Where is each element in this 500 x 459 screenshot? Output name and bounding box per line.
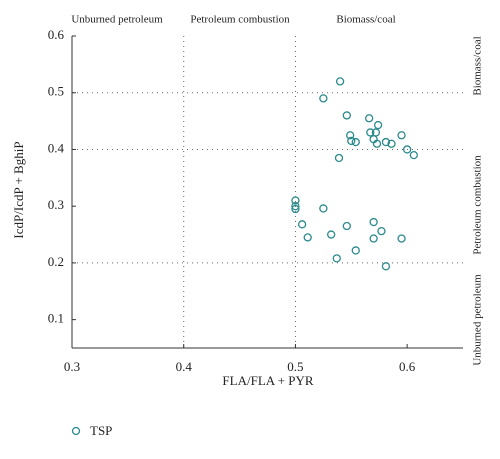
- point: [381, 262, 391, 271]
- point: [369, 217, 378, 227]
- point: [369, 234, 378, 243]
- point: [291, 196, 300, 205]
- y-tick-label: 0.4: [48, 140, 65, 155]
- point: [377, 226, 386, 236]
- region-label: Biomass/coal: [336, 14, 395, 26]
- point: [397, 131, 406, 140]
- point: [332, 254, 341, 263]
- point: [402, 145, 412, 154]
- point: [365, 114, 374, 123]
- y-tick-label: 0.2: [48, 254, 64, 269]
- point: [409, 150, 418, 160]
- point: [342, 111, 351, 120]
- point: [387, 139, 396, 148]
- y-tick-label: 0.1: [48, 311, 64, 326]
- x-axis-label: FLA/FLA + PYR: [222, 373, 313, 388]
- point: [319, 204, 328, 213]
- point: [346, 131, 355, 140]
- x-tick-label: 0.5: [287, 359, 303, 374]
- point: [373, 120, 383, 130]
- point: [291, 204, 300, 214]
- point: [397, 234, 406, 243]
- point: [291, 202, 300, 211]
- point: [366, 128, 375, 137]
- legend-marker: [71, 426, 81, 436]
- point: [372, 139, 382, 148]
- point: [351, 246, 360, 255]
- point: [297, 220, 307, 229]
- y-tick-label: 0.6: [48, 27, 65, 42]
- region-label: Petroleum combustion: [472, 155, 484, 255]
- y-axis-label: IcdP/IcdP + BghiP: [11, 141, 26, 238]
- region-label: Unburned petroleum: [71, 14, 163, 26]
- point: [303, 233, 312, 242]
- point: [347, 136, 356, 146]
- x-tick-label: 0.6: [399, 359, 416, 374]
- y-tick-label: 0.5: [48, 84, 64, 99]
- point: [342, 221, 351, 231]
- region-label: Petroleum combustion: [190, 14, 290, 26]
- point: [327, 230, 336, 239]
- point: [381, 137, 391, 147]
- legend-label: TSP: [90, 423, 112, 438]
- point: [351, 137, 360, 147]
- x-tick-label: 0.3: [64, 359, 80, 374]
- region-label: Unburned petroleum: [472, 274, 484, 366]
- y-tick-label: 0.3: [48, 197, 64, 212]
- point: [335, 77, 345, 86]
- point: [319, 94, 328, 103]
- x-tick-label: 0.4: [176, 359, 193, 374]
- region-label: Biomass/coal: [472, 36, 484, 95]
- point: [334, 153, 344, 163]
